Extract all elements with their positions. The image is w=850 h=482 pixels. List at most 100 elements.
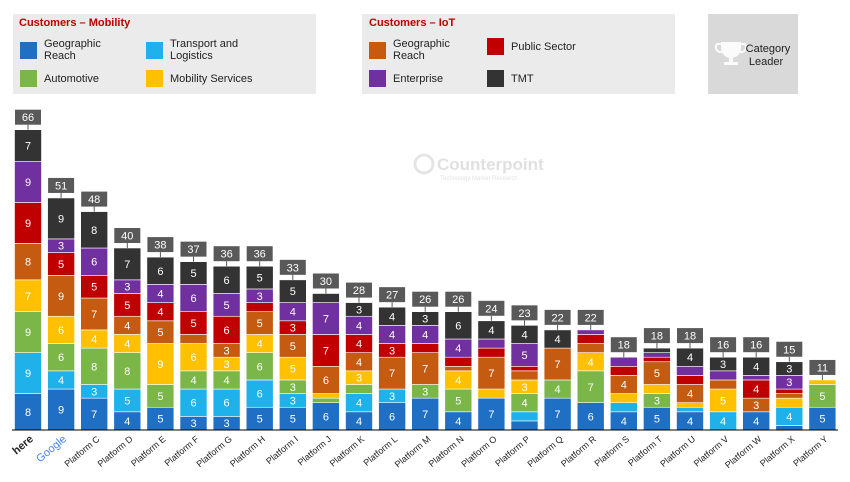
bar-segment <box>312 402 340 431</box>
x-tick-label: Platform X <box>758 434 797 469</box>
x-tick-label: Platform U <box>658 434 697 469</box>
legend-label: Transport and Logistics <box>170 38 239 62</box>
bar-segment <box>676 375 704 385</box>
bar-segment <box>80 397 108 431</box>
segment-label: 6 <box>588 411 594 423</box>
segment-label: 6 <box>224 325 230 337</box>
total-box <box>246 246 273 262</box>
total-label: 16 <box>717 340 729 352</box>
segment-label: 7 <box>91 309 97 321</box>
total-box <box>114 228 141 243</box>
segment-label: 4 <box>356 357 362 369</box>
segment-label: 9 <box>157 359 163 371</box>
bar-segment <box>643 347 671 353</box>
segment-label: 9 <box>58 213 64 225</box>
segment-label: 9 <box>58 405 64 417</box>
total-box <box>511 305 538 321</box>
bar-segment <box>312 302 340 335</box>
total-box <box>577 309 604 325</box>
segment-label: 6 <box>323 375 329 387</box>
total-box <box>809 359 836 375</box>
segment-label: 9 <box>25 327 31 339</box>
bar-segment <box>477 397 506 431</box>
total-label: 30 <box>320 276 332 288</box>
total-box <box>312 273 339 289</box>
x-tick-label: Platform H <box>228 434 267 469</box>
bar-segment <box>146 256 175 285</box>
segment-label: 9 <box>25 218 31 230</box>
segment-label: 4 <box>455 416 461 428</box>
segment-label: 6 <box>257 361 263 373</box>
total-box <box>776 341 803 357</box>
bar-segment <box>576 334 605 344</box>
bar-segment <box>411 343 440 353</box>
segment-label: 3 <box>356 373 362 385</box>
legend-item: Geographic Reach <box>20 38 101 62</box>
segment-label: 3 <box>753 400 759 412</box>
segment-label: 5 <box>124 300 130 312</box>
segment-label: 4 <box>157 289 163 301</box>
segment-label: 5 <box>157 414 163 426</box>
segment-label: 3 <box>422 386 428 398</box>
legend-item: Transport and Logistics <box>146 38 246 62</box>
total-box <box>180 241 207 257</box>
segment-label: 9 <box>25 368 31 380</box>
segment-label: 3 <box>58 241 64 253</box>
total-label: 15 <box>783 344 795 356</box>
total-label: 22 <box>585 312 597 324</box>
segment-label: 4 <box>58 375 64 387</box>
bar-segment <box>609 393 638 404</box>
bar-segment <box>477 347 506 358</box>
segment-label: 4 <box>687 416 693 428</box>
segment-label: 6 <box>455 320 461 332</box>
bar-segment <box>576 343 605 353</box>
legend-item: Enterprise <box>369 70 443 87</box>
segment-label: 4 <box>555 334 561 346</box>
legend-swatch <box>369 41 386 59</box>
bar-segment <box>14 279 42 313</box>
bar-segment <box>113 247 142 281</box>
total-label: 26 <box>452 294 464 306</box>
segment-label: 5 <box>290 364 296 376</box>
total-label: 36 <box>254 249 266 261</box>
segment-label: 5 <box>157 391 163 403</box>
segment-label: 5 <box>91 282 97 294</box>
bar-segment <box>676 402 704 408</box>
x-tick-label: Platform J <box>296 434 333 468</box>
bar-segment <box>245 379 274 408</box>
watermark: Counterpoint Technology Market Research <box>413 153 544 182</box>
legend-box <box>13 14 316 94</box>
segment-label: 4 <box>224 375 230 387</box>
segment-label: 5 <box>58 259 64 271</box>
segment-label: 4 <box>356 320 362 332</box>
legend-item: Public Sector <box>487 38 576 55</box>
total-box <box>346 282 372 298</box>
segment-label: 4 <box>389 329 395 341</box>
total-box <box>412 291 439 307</box>
bar-segment <box>477 356 506 390</box>
total-box <box>279 259 306 275</box>
segment-label: 3 <box>190 418 196 430</box>
bar-segment <box>212 388 241 417</box>
segment-label: 7 <box>488 368 494 380</box>
segment-label: 4 <box>124 339 130 351</box>
bar-segment <box>676 365 704 376</box>
segment-label: 4 <box>521 329 527 341</box>
x-tick-label: Platform N <box>427 434 466 469</box>
segment-label: 3 <box>124 282 130 294</box>
x-tick-label: here <box>10 433 36 457</box>
segment-label: 3 <box>786 377 792 389</box>
total-label: 66 <box>22 112 34 124</box>
total-box <box>544 309 571 325</box>
bar-segment <box>411 352 440 385</box>
segment-label: 4 <box>588 357 594 369</box>
total-label: 27 <box>386 290 398 302</box>
segment-label: 3 <box>389 391 395 403</box>
segment-label: 8 <box>91 225 97 237</box>
legend-title: Customers – IoT <box>369 17 456 29</box>
total-label: 22 <box>551 312 563 324</box>
legend-swatch <box>20 41 37 59</box>
segment-label: 6 <box>389 411 395 423</box>
segment-label: 3 <box>224 345 230 357</box>
